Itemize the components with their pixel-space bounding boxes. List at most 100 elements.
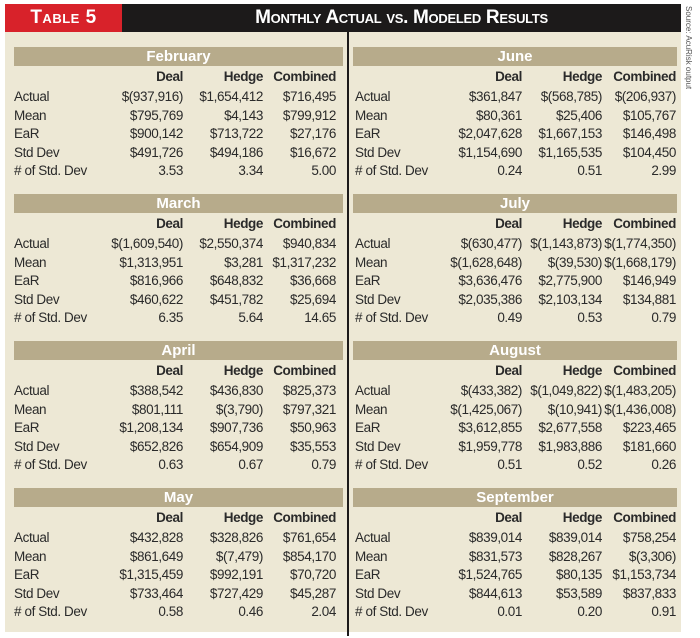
month-header: September: [353, 488, 677, 507]
cell-combined: 0.91: [651, 604, 676, 619]
column-header-combined: Combined: [613, 69, 676, 84]
cell-combined: $837,833: [622, 585, 677, 601]
cell-combined: $27,176: [290, 126, 336, 141]
column-header-deal: Deal: [156, 216, 183, 231]
column-header-row: Deal Hedge Combined: [0, 69, 700, 87]
month-section-august: August Deal Hedge Combined Actual $(433,382) $…: [0, 341, 700, 481]
row-label: Actual: [14, 383, 50, 398]
cell-combined: $854,170: [282, 548, 337, 564]
table-panel: [5, 32, 681, 632]
cell-deal: $900,142: [129, 126, 184, 141]
cell-hedge: $1,165,535: [538, 144, 602, 160]
cell-combined: 2.04: [311, 604, 336, 619]
cell-combined: 5.00: [311, 163, 336, 178]
cell-combined: $134,881: [622, 291, 677, 307]
cell-hedge: 0.46: [238, 604, 263, 619]
table-label: Table 5: [5, 4, 122, 32]
column-header-row: Deal Hedge Combined: [0, 510, 700, 528]
cell-combined: $223,465: [622, 420, 677, 435]
cell-hedge: $2,677,558: [538, 420, 602, 435]
row-label: Std Dev: [355, 291, 401, 307]
cell-deal: $844,613: [468, 585, 523, 601]
cell-combined: $(1,774,350): [604, 236, 676, 251]
table-row: EaR $900,142 $713,722 $27,176: [0, 126, 700, 144]
cell-hedge: $(10,941): [547, 401, 603, 417]
table-row: Actual $(433,382) $(1,049,822) $(1,483,205): [0, 383, 700, 401]
cell-combined: 0.79: [311, 457, 336, 472]
month-header: July: [353, 194, 677, 213]
column-header-combined: Combined: [613, 216, 676, 231]
cell-combined: $825,373: [282, 383, 337, 398]
table-row: Std Dev $652,826 $654,909 $35,553: [0, 439, 700, 457]
cell-deal: $801,111: [131, 401, 184, 417]
cell-deal: $1,154,690: [458, 144, 522, 160]
month-header: August: [353, 341, 677, 360]
cell-deal: $2,047,628: [458, 126, 522, 141]
table-row: Actual $388,542 $436,830 $825,373: [0, 383, 700, 401]
cell-deal: $460,622: [129, 291, 184, 307]
row-label: EaR: [14, 126, 40, 141]
cell-hedge: $(568,785): [540, 89, 603, 104]
column-header-hedge: Hedge: [562, 363, 603, 378]
cell-deal: 0.58: [158, 604, 183, 619]
row-label: EaR: [14, 567, 40, 582]
column-header-hedge: Hedge: [223, 69, 264, 84]
column-header-deal: Deal: [156, 510, 183, 525]
cell-hedge: $4,143: [224, 107, 263, 123]
column-header-row: Deal Hedge Combined: [0, 216, 700, 234]
row-label: Std Dev: [14, 144, 60, 160]
cell-hedge: $992,191: [209, 567, 264, 582]
table-row: Std Dev $1,154,690 $1,165,535 $104,450: [0, 145, 700, 163]
month-section-march: March Deal Hedge Combined Actual $(1,609,540)…: [0, 194, 700, 334]
cell-combined: $181,660: [622, 438, 677, 454]
column-header-row: Deal Hedge Combined: [0, 363, 700, 381]
row-label: Mean: [355, 107, 388, 123]
column-header-combined: Combined: [613, 510, 676, 525]
cell-deal: $733,464: [129, 585, 184, 601]
column-header-deal: Deal: [495, 363, 522, 378]
row-label: EaR: [14, 420, 40, 435]
cell-combined: $1,317,232: [272, 254, 336, 270]
column-header-hedge: Hedge: [223, 363, 264, 378]
table-row: # of Std. Dev 3.53 3.34 5.00: [0, 163, 700, 181]
column-header-combined: Combined: [273, 69, 336, 84]
cell-deal: $3,612,855: [458, 420, 522, 435]
month-section-september: September Deal Hedge Combined Actual $839,014…: [0, 488, 700, 628]
column-header-hedge: Hedge: [223, 510, 264, 525]
row-label: Actual: [355, 236, 391, 251]
cell-deal: $(937,916): [121, 89, 184, 104]
cell-deal: $361,847: [468, 89, 523, 104]
cell-hedge: 0.20: [577, 604, 602, 619]
row-label: # of Std. Dev: [14, 163, 87, 178]
table-row: Std Dev $2,035,386 $2,103,134 $134,881: [0, 292, 700, 310]
title-bar: Table 5 Monthly Actual vs. Modeled Resul…: [5, 4, 681, 32]
table-row: # of Std. Dev 0.63 0.67 0.79: [0, 457, 700, 475]
cell-combined: 2.99: [651, 163, 676, 178]
cell-deal: $(1,628,648): [450, 254, 522, 270]
cell-hedge: $80,135: [556, 567, 602, 582]
cell-hedge: $1,654,412: [199, 89, 263, 104]
row-label: Mean: [355, 548, 388, 564]
cell-hedge: $727,429: [209, 585, 264, 601]
table-row: Actual $839,014 $839,014 $758,254: [0, 530, 700, 548]
cell-hedge: $1,667,153: [538, 126, 602, 141]
cell-deal: $1,208,134: [119, 420, 183, 435]
table-row: EaR $3,612,855 $2,677,558 $223,465: [0, 420, 700, 438]
cell-deal: 0.63: [158, 457, 183, 472]
row-label: Actual: [14, 530, 50, 545]
cell-hedge: $451,782: [209, 291, 264, 307]
row-label: Actual: [355, 89, 391, 104]
table-row: Actual $(1,609,540) $2,550,374 $940,834: [0, 236, 700, 254]
cell-deal: 6.35: [158, 310, 183, 325]
row-label: Actual: [355, 383, 391, 398]
cell-hedge: $828,267: [548, 548, 603, 564]
column-header-deal: Deal: [495, 69, 522, 84]
table-row: EaR $1,524,765 $80,135 $1,153,734: [0, 567, 700, 585]
cell-hedge: 5.64: [238, 310, 263, 325]
table-row: Mean $861,649 $(7,479) $854,170: [0, 549, 700, 567]
cell-hedge: $(1,049,822): [530, 383, 602, 398]
cell-deal: $816,966: [129, 273, 184, 288]
table-row: Mean $(1,425,067) $(10,941) $(1,436,008): [0, 402, 700, 420]
month-section-february: February Deal Hedge Combined Actual $(937,916…: [0, 47, 700, 187]
column-header-deal: Deal: [156, 363, 183, 378]
